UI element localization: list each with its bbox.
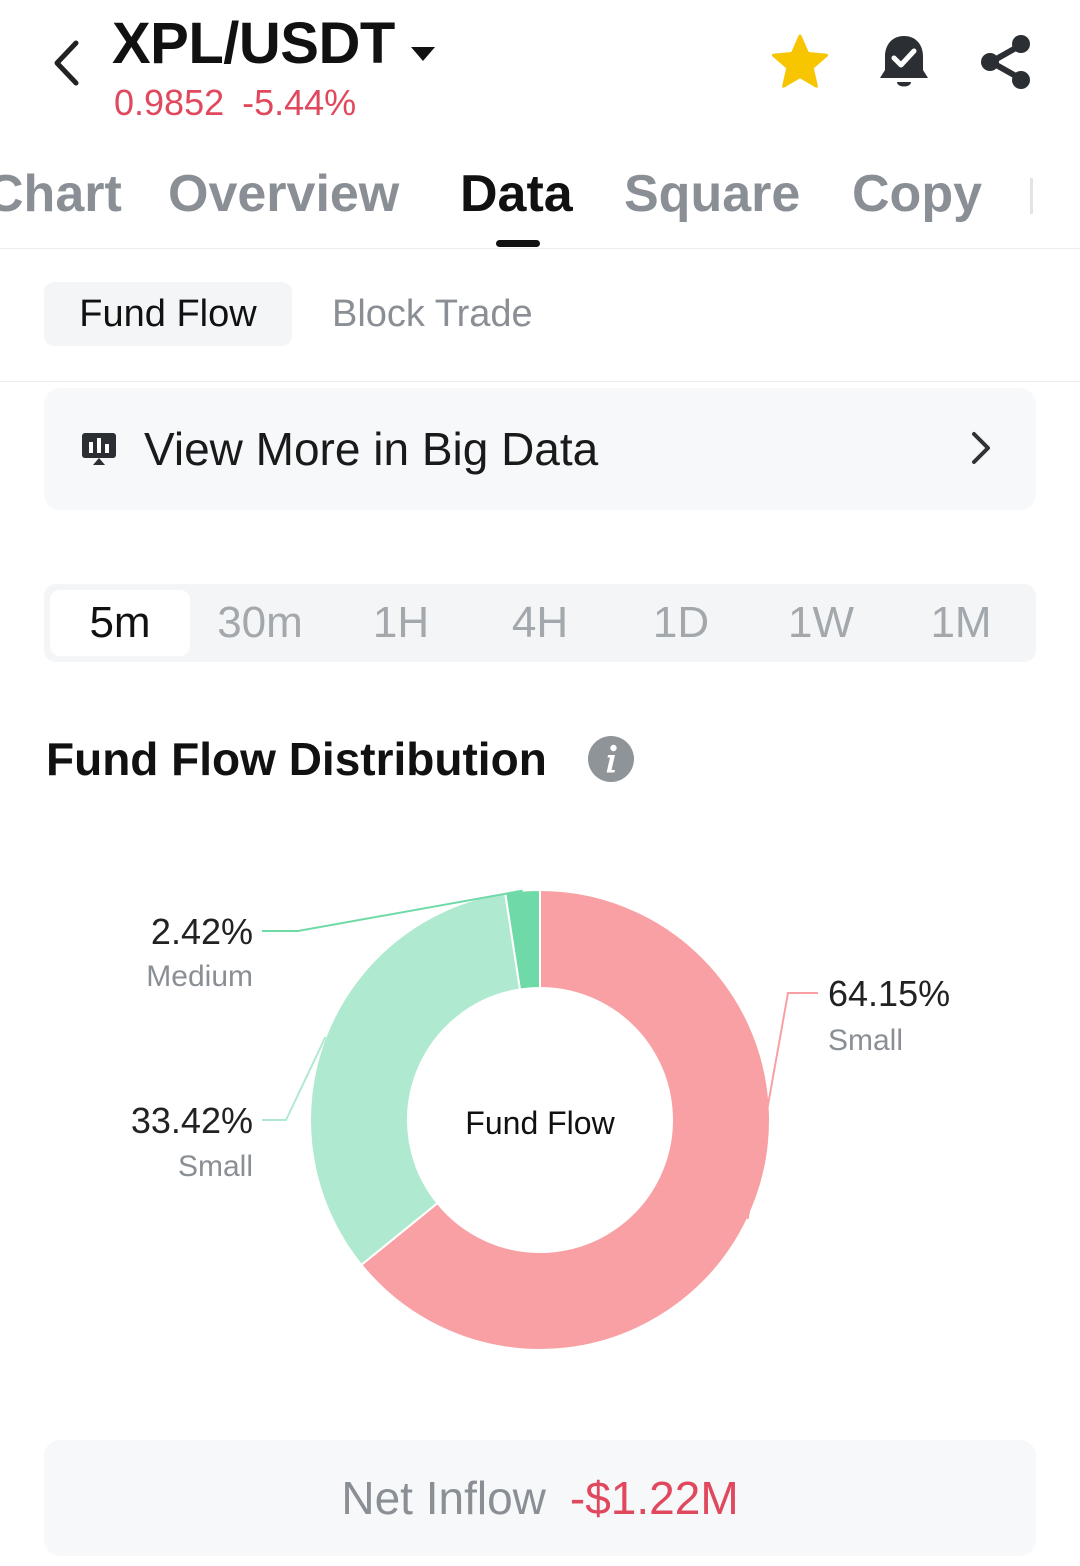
leader-line-small-green <box>262 1036 327 1121</box>
tab-data[interactable]: Data <box>460 165 573 223</box>
price-alert-bell-icon <box>880 36 928 87</box>
tab-chart[interactable]: Chart <box>0 165 122 223</box>
big-data-link-label: View More in Big Data <box>144 423 599 475</box>
big-data-banner[interactable] <box>44 388 1036 510</box>
section-divider <box>0 381 1080 382</box>
subtab-block-trade[interactable]: Block Trade <box>332 292 533 335</box>
fund-flow-donut-chart: Fund Flow 2.42% Medium 33.42% Small 64.1… <box>131 888 950 1351</box>
timeframe-1w[interactable]: 1W <box>788 598 854 647</box>
timeframe-selector <box>44 584 1036 662</box>
timeframe-1h[interactable]: 1H <box>372 598 430 647</box>
subtab-fund-flow[interactable]: Fund Flow <box>44 282 292 346</box>
tab-overflow-fade <box>1030 178 1033 214</box>
pair-selector[interactable]: XPL/USDT <box>112 10 437 77</box>
net-inflow-label: Net Inflow <box>341 1472 546 1524</box>
slice-medium-category-label: Medium <box>146 960 253 993</box>
net-inflow-bar: Net Inflow -$1.22M <box>44 1440 1036 1556</box>
info-icon[interactable] <box>588 736 634 782</box>
bar-chart-board-icon <box>80 430 118 468</box>
price-row: 0.9852 -5.44% <box>114 82 356 124</box>
distribution-title: Fund Flow Distribution <box>46 733 547 785</box>
timeframe-30m[interactable]: 30m <box>217 598 303 647</box>
favorite-star-icon <box>772 34 828 88</box>
slice-small-red-category-label: Small <box>828 1024 903 1057</box>
favorite-button[interactable] <box>768 30 832 94</box>
timeframe-1d[interactable]: 1D <box>652 598 710 647</box>
dropdown-caret-icon <box>409 10 437 77</box>
donut-slice-small-green <box>309 891 522 1267</box>
back-arrow-icon <box>54 40 79 86</box>
price-change: -5.44% <box>242 82 357 123</box>
slice-small-green-category-label: Small <box>178 1150 253 1183</box>
donut-center-label: Fund Flow <box>465 1105 615 1141</box>
leader-line-medium <box>262 889 523 932</box>
donut-slice-small-red <box>359 888 771 1351</box>
main-tabs: Chart Overview Data Square Copy <box>0 156 1080 249</box>
timeframe-5m[interactable]: 5m <box>89 598 151 647</box>
net-inflow-value: -$1.22M <box>569 1472 739 1524</box>
leader-line-small-red <box>746 992 818 1220</box>
tab-copy[interactable]: Copy <box>852 165 982 223</box>
pair-title: XPL/USDT <box>112 11 395 76</box>
share-icon <box>981 35 1030 89</box>
active-tab-indicator <box>496 240 540 247</box>
chevron-right-icon <box>964 428 996 468</box>
slice-small-red-percent-label: 64.15% <box>828 973 950 1014</box>
timeframe-4h[interactable]: 4H <box>511 598 569 647</box>
last-price: 0.9852 <box>114 82 225 123</box>
tab-square[interactable]: Square <box>624 165 801 223</box>
back-button[interactable] <box>44 38 88 88</box>
slice-small-green-percent-label: 33.42% <box>131 1100 253 1141</box>
share-button[interactable] <box>974 30 1038 94</box>
timeframe-1m[interactable]: 1M <box>930 598 992 647</box>
slice-medium-percent-label: 2.42% <box>151 911 253 952</box>
price-alert-button[interactable] <box>872 30 936 94</box>
timeframe-active-pill <box>50 590 190 656</box>
tab-overview[interactable]: Overview <box>168 165 400 223</box>
